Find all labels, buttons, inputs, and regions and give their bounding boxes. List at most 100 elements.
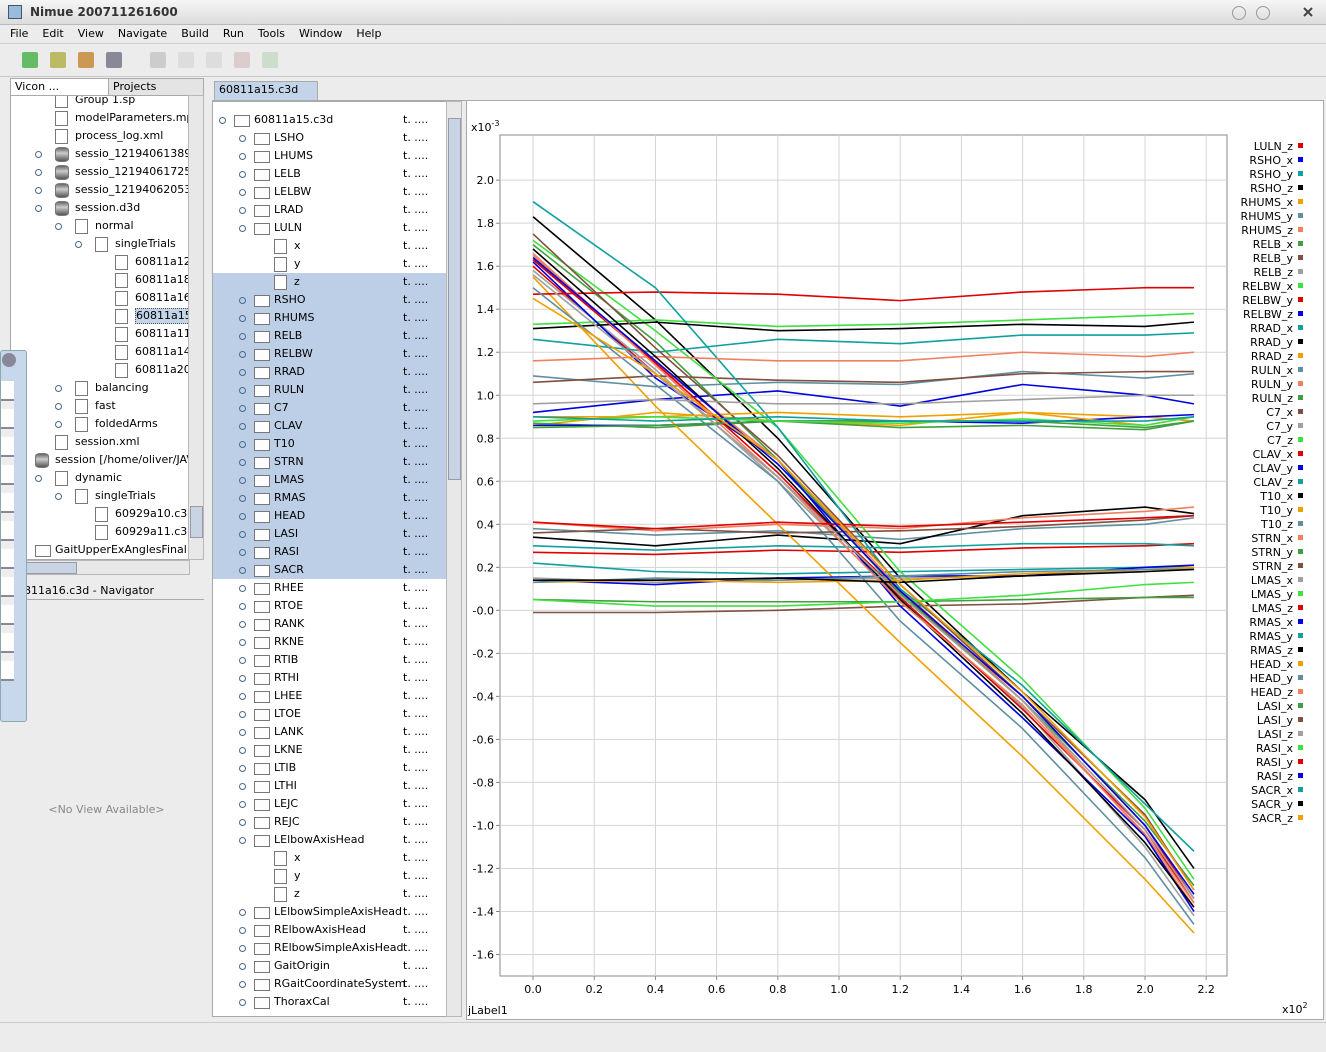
tree-expander[interactable] [239, 657, 246, 664]
tree-node[interactable]: LEJCt. .... [213, 795, 447, 813]
tree-expander[interactable] [239, 729, 246, 736]
tree-node[interactable]: LHUMSt. .... [213, 147, 447, 165]
tree-expander[interactable] [239, 171, 246, 178]
tree-node[interactable]: C7t. .... [213, 399, 447, 417]
tree-expander[interactable] [55, 421, 62, 428]
tree-expander[interactable] [239, 405, 246, 412]
tree-expander[interactable] [239, 459, 246, 466]
tree-node[interactable]: CLAVt. .... [213, 417, 447, 435]
tree-node[interactable]: xt. .... [213, 849, 447, 867]
tree-expander[interactable] [55, 385, 62, 392]
tree-node[interactable]: LTOEt. .... [213, 705, 447, 723]
menu-item[interactable]: Run [223, 27, 244, 40]
tree-node[interactable]: RGaitCoordinateSystemt. .... [213, 975, 447, 993]
tree-item[interactable]: session [/home/oliver/JAVA [11, 451, 189, 469]
tree-node[interactable]: RTHIt. .... [213, 669, 447, 687]
tree-item[interactable]: sessio_1219406205382 [11, 181, 189, 199]
tree-node[interactable]: RTIBt. .... [213, 651, 447, 669]
tree-node[interactable]: LELBt. .... [213, 165, 447, 183]
tree-node[interactable]: RMASt. .... [213, 489, 447, 507]
tree-node[interactable]: LTHIt. .... [213, 777, 447, 795]
tree-node[interactable]: LASIt. .... [213, 525, 447, 543]
tree-node[interactable]: LHEEt. .... [213, 687, 447, 705]
tree-expander[interactable] [239, 333, 246, 340]
tree-node[interactable]: LElbowAxisHeadt. .... [213, 831, 447, 849]
tree-expander[interactable] [239, 783, 246, 790]
tree-node[interactable]: LKNEt. .... [213, 741, 447, 759]
tree-node[interactable]: RELBt. .... [213, 327, 447, 345]
tree-expander[interactable] [239, 819, 246, 826]
tree-expander[interactable] [219, 117, 226, 124]
tree-expander[interactable] [239, 387, 246, 394]
tree-expander[interactable] [239, 837, 246, 844]
tree-node[interactable]: RSHOt. .... [213, 291, 447, 309]
tree-expander[interactable] [55, 223, 62, 230]
tree-expander[interactable] [239, 765, 246, 772]
tree-expander[interactable] [239, 675, 246, 682]
tree-item[interactable]: foldedArms [11, 415, 189, 433]
tree-expander[interactable] [239, 495, 246, 502]
editor-tab[interactable]: 60811a15.c3d [214, 81, 318, 100]
tree-expander[interactable] [75, 241, 82, 248]
tree-node[interactable]: 60811a15.c3dt. .... [213, 111, 447, 129]
tree-node[interactable]: zt. .... [213, 885, 447, 903]
tree-node[interactable]: RELBWt. .... [213, 345, 447, 363]
tree-node[interactable]: RKNEt. .... [213, 633, 447, 651]
tree-node[interactable]: LSHOt. .... [213, 129, 447, 147]
tree-expander[interactable] [239, 747, 246, 754]
tree-expander[interactable] [239, 945, 246, 952]
tree-node[interactable]: HEADt. .... [213, 507, 447, 525]
tree-expander[interactable] [35, 151, 42, 158]
tree-node[interactable]: RHUMSt. .... [213, 309, 447, 327]
menu-item[interactable]: File [10, 27, 28, 40]
tree-expander[interactable] [239, 801, 246, 808]
tree-item[interactable]: 60811a16.c [11, 289, 189, 307]
menu-item[interactable]: Navigate [118, 27, 167, 40]
menu-item[interactable]: Window [299, 27, 342, 40]
tree-node[interactable]: LElbowSimpleAxisHeadt. .... [213, 903, 447, 921]
tree-node[interactable]: yt. .... [213, 255, 447, 273]
tree-expander[interactable] [239, 711, 246, 718]
tree-item[interactable]: modelParameters.mp [11, 109, 189, 127]
menu-item[interactable]: Edit [42, 27, 63, 40]
maximize-button[interactable] [1256, 6, 1270, 20]
tree-expander[interactable] [239, 513, 246, 520]
tree-expander[interactable] [35, 205, 42, 212]
tree-item[interactable]: 60811a20.c [11, 361, 189, 379]
tree-node[interactable]: T10t. .... [213, 435, 447, 453]
toolbar-button[interactable] [234, 52, 250, 68]
tree-item[interactable]: dynamic [11, 469, 189, 487]
palette-close[interactable] [2, 353, 16, 367]
tree-expander[interactable] [239, 189, 246, 196]
tree-expander[interactable] [239, 315, 246, 322]
tree-item[interactable]: session.xml [11, 433, 189, 451]
tree-item[interactable]: singleTrials [11, 487, 189, 505]
tree-expander[interactable] [239, 981, 246, 988]
menu-item[interactable]: Tools [258, 27, 285, 40]
tree-node[interactable]: LTIBt. .... [213, 759, 447, 777]
scroll-thumb[interactable] [448, 118, 461, 480]
tree-expander[interactable] [239, 621, 246, 628]
tree-node[interactable]: ThoraxCalt. .... [213, 993, 447, 1011]
tree-expander[interactable] [239, 351, 246, 358]
tree-node[interactable]: SACRt. .... [213, 561, 447, 579]
tree-expander[interactable] [239, 567, 246, 574]
tree-expander[interactable] [239, 477, 246, 484]
tree-expander[interactable] [55, 493, 62, 500]
tree-item[interactable]: 60929a11.c3d [11, 523, 189, 541]
tree-expander[interactable] [239, 297, 246, 304]
minimize-button[interactable] [1232, 6, 1246, 20]
menu-item[interactable]: View [78, 27, 104, 40]
tree-item[interactable]: Group 1.sp [11, 95, 189, 109]
tree-node[interactable]: RElbowSimpleAxisHeadt. .... [213, 939, 447, 957]
tree-expander[interactable] [239, 639, 246, 646]
tree-node[interactable]: RElbowAxisHeadt. .... [213, 921, 447, 939]
tree-item[interactable]: 60929a10.c3d [11, 505, 189, 523]
tree-item[interactable]: singleTrials [11, 235, 189, 253]
tree-expander[interactable] [239, 963, 246, 970]
menu-item[interactable]: Help [356, 27, 381, 40]
tree-node[interactable]: xt. .... [213, 237, 447, 255]
toolbar-button[interactable] [106, 52, 122, 68]
tree-expander[interactable] [239, 369, 246, 376]
tree-node[interactable]: RASIt. .... [213, 543, 447, 561]
